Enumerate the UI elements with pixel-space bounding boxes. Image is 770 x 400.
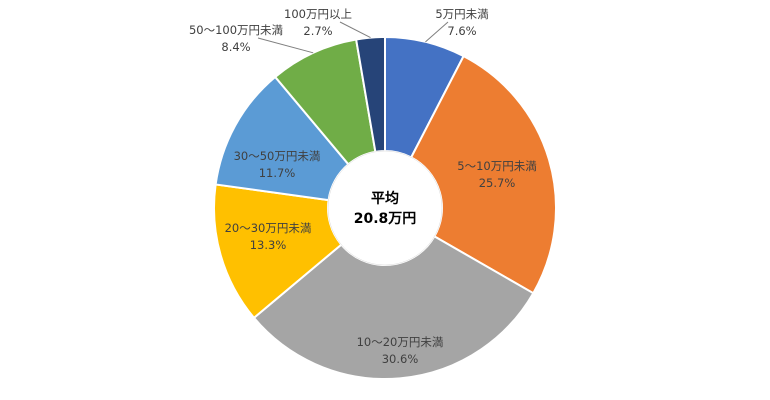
slice-value-label-3: 30.6% xyxy=(382,352,419,366)
slice-value-label-4: 13.3% xyxy=(250,238,287,252)
slice-value-label-6: 8.4% xyxy=(221,40,250,54)
chart-slices xyxy=(213,35,557,380)
slice-category-label-5: 30～50万円未満 xyxy=(234,149,321,163)
slice-value-label-5: 11.7% xyxy=(259,166,296,180)
leader-lines xyxy=(257,21,449,54)
slice-value-label-7: 2.7% xyxy=(303,24,332,38)
slice-category-label-1: 5万円未満 xyxy=(435,7,488,21)
center-label-line2: 20.8万円 xyxy=(354,211,417,227)
slice-category-label-3: 10～20万円未満 xyxy=(357,335,444,349)
leader-line-1 xyxy=(425,21,449,43)
slice-category-label-7: 100万円以上 xyxy=(284,7,352,21)
slice-value-label-1: 7.6% xyxy=(447,24,476,38)
slice-labels: 5万円未満 7.6% 5～10万円未満 25.7% 10～20万円未満 30.6% 20～3… xyxy=(189,7,537,366)
slice-category-label-6: 50～100万円未満 xyxy=(189,23,283,37)
slice-category-label-4: 20～30万円未満 xyxy=(225,221,312,235)
leader-line-6 xyxy=(257,37,314,54)
slice-value-label-2: 25.7% xyxy=(479,176,516,190)
slice-category-label-2: 5～10万円未満 xyxy=(457,159,536,173)
center-label-line1: 平均 xyxy=(371,190,399,207)
leader-line-7 xyxy=(339,21,371,39)
donut-hole xyxy=(327,150,443,266)
